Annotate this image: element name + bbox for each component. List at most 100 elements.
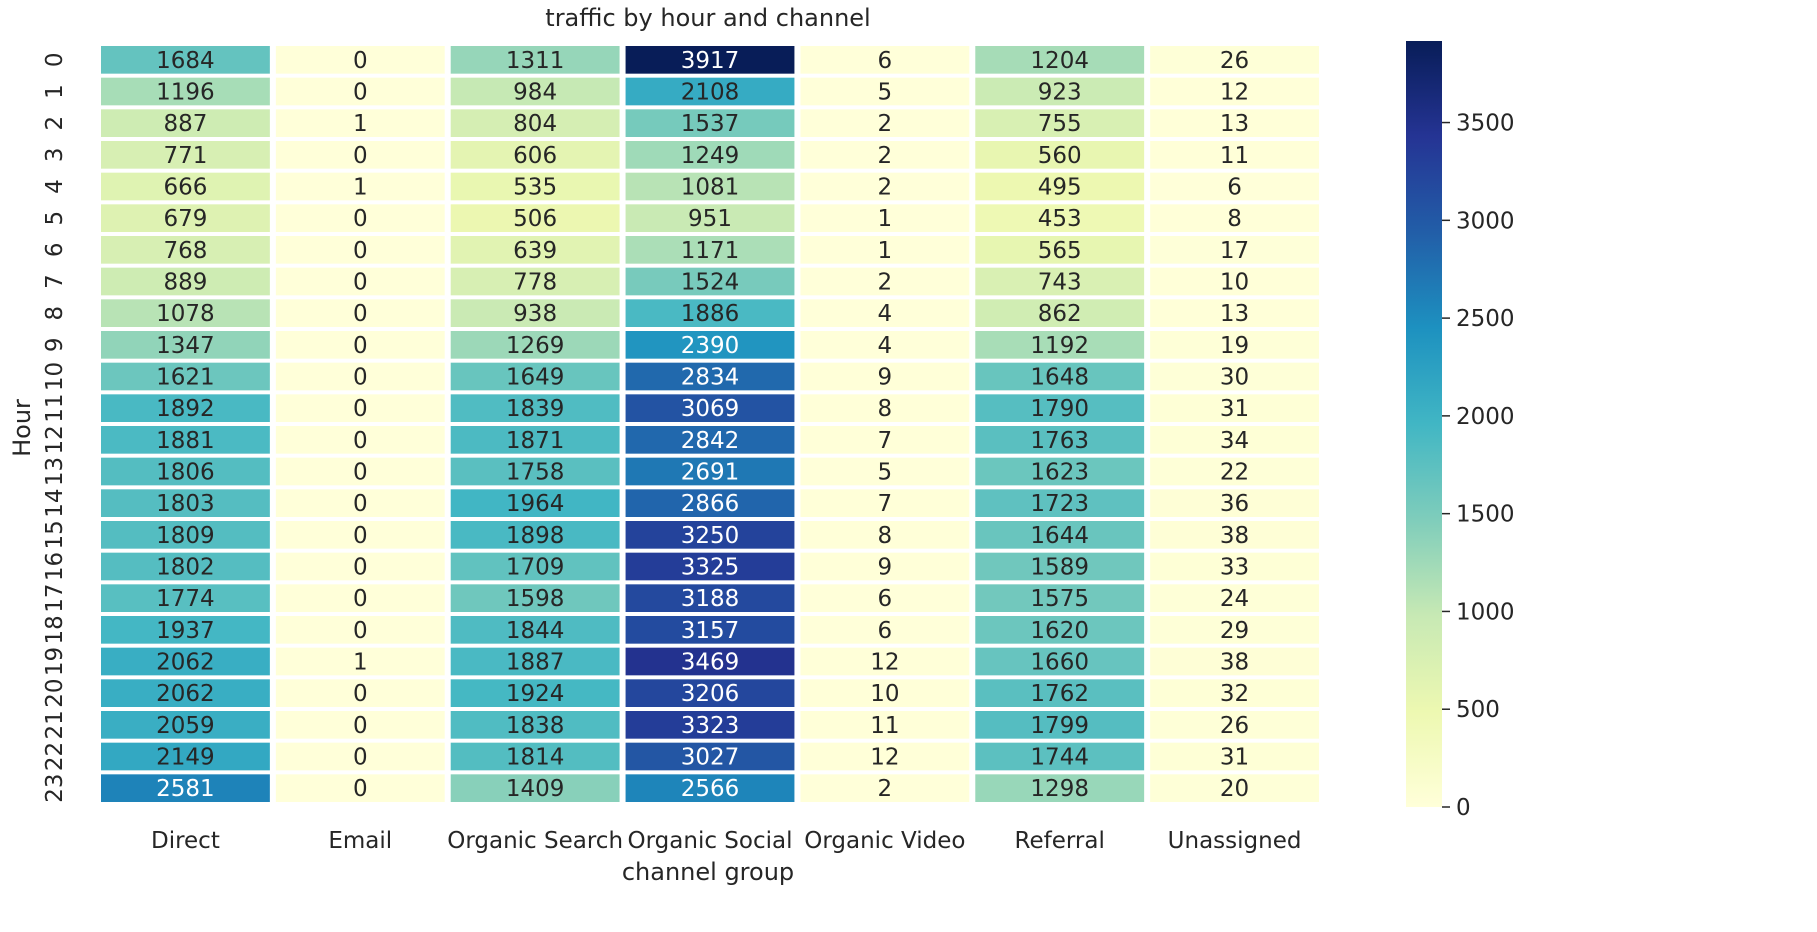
heatmap-cell <box>975 172 1145 201</box>
heatmap-cell <box>275 552 445 581</box>
heatmap-cell <box>275 426 445 454</box>
cell-value-label: 36 <box>1220 491 1249 517</box>
heatmap-cell <box>275 204 445 232</box>
heatmap-cell <box>1150 172 1319 201</box>
cell-value-label: 38 <box>1220 523 1249 549</box>
heatmap-cell <box>101 236 270 264</box>
heatmap-cell <box>625 521 795 549</box>
heatmap-cell <box>101 521 270 549</box>
heatmap-cell <box>275 711 445 739</box>
cell-value-label: 1 <box>353 650 368 676</box>
heatmap-cell <box>625 299 795 327</box>
cell-value-label: 32 <box>1220 681 1249 707</box>
heatmap-cell <box>800 299 970 327</box>
heatmap-cell <box>1150 679 1319 707</box>
heatmap-cell <box>101 331 270 359</box>
heatmap-cell <box>975 426 1145 454</box>
heatmap-cell <box>450 267 620 296</box>
cell-value-label: 1774 <box>156 586 215 612</box>
cell-value-label: 0 <box>353 428 368 454</box>
heatmap-cell <box>625 394 795 422</box>
heatmap-cell <box>101 426 270 454</box>
cell-value-label: 8 <box>878 523 893 549</box>
heatmap-cell <box>101 46 270 74</box>
cell-value-label: 19 <box>1220 333 1249 359</box>
heatmap-cell <box>275 774 445 802</box>
colorbar-tick-label: 3000 <box>1456 208 1515 234</box>
heatmap-cell <box>1150 267 1319 296</box>
heatmap-cell <box>800 616 970 644</box>
cell-value-label: 1744 <box>1030 745 1089 771</box>
cell-value-label: 453 <box>1038 206 1082 232</box>
cell-value-label: 0 <box>353 681 368 707</box>
cell-value-label: 11 <box>1220 143 1249 169</box>
cell-value-label: 1 <box>353 175 368 201</box>
cell-value-label: 560 <box>1038 143 1082 169</box>
cell-value-label: 20 <box>1220 776 1249 802</box>
heatmap-cell <box>625 236 795 264</box>
heatmap-cell <box>800 236 970 264</box>
cell-value-label: 1298 <box>1030 776 1089 802</box>
cell-value-label: 887 <box>163 111 207 137</box>
heatmap-cell <box>275 141 445 169</box>
cell-value-label: 13 <box>1220 111 1249 137</box>
heatmap-cell <box>975 204 1145 232</box>
y-tick-label: 1 <box>42 84 68 99</box>
heatmap-cell <box>625 426 795 454</box>
colorbar-tick-label: 0 <box>1456 795 1471 821</box>
cell-value-label: 2581 <box>156 776 215 802</box>
x-tick-label: Direct <box>151 828 220 854</box>
cell-value-label: 0 <box>353 206 368 232</box>
heatmap-cell <box>1150 299 1319 327</box>
heatmap-cell <box>450 172 620 201</box>
cell-value-label: 535 <box>513 175 557 201</box>
heatmap-cell <box>800 267 970 296</box>
colorbar-tick-label: 2000 <box>1456 404 1515 430</box>
cell-value-label: 1844 <box>506 618 565 644</box>
heatmap-cell <box>275 109 445 137</box>
heatmap-cell <box>975 774 1145 802</box>
heatmap-cell <box>625 711 795 739</box>
cell-value-label: 1196 <box>156 80 215 106</box>
cell-value-label: 1575 <box>1030 586 1089 612</box>
cell-value-label: 3157 <box>681 618 740 644</box>
heatmap-cell <box>450 426 620 454</box>
colorbar-tick-label: 1000 <box>1456 599 1515 625</box>
cell-value-label: 1311 <box>506 48 565 74</box>
heatmap-cell <box>1150 774 1319 802</box>
colorbar-tick-label: 3500 <box>1456 111 1515 137</box>
cell-value-label: 26 <box>1220 713 1249 739</box>
heatmap-cell <box>275 584 445 612</box>
heatmap-cell <box>275 647 445 676</box>
cell-value-label: 30 <box>1220 365 1249 391</box>
heatmap-cell <box>800 552 970 581</box>
cell-value-label: 1924 <box>506 681 565 707</box>
y-tick-label: 9 <box>42 338 68 353</box>
heatmap-cell <box>101 77 270 106</box>
heatmap-cell <box>625 172 795 201</box>
cell-value-label: 2 <box>878 270 893 296</box>
heatmap-cell <box>975 521 1145 549</box>
cell-value-label: 2842 <box>681 428 740 454</box>
heatmap-cell <box>625 362 795 391</box>
cell-value-label: 862 <box>1038 301 1082 327</box>
heatmap-cell <box>450 331 620 359</box>
cell-value-label: 0 <box>353 745 368 771</box>
heatmap-cell <box>1150 584 1319 612</box>
cell-value-label: 6 <box>878 586 893 612</box>
cell-value-label: 8 <box>878 396 893 422</box>
heatmap-cell <box>975 362 1145 391</box>
cell-value-label: 0 <box>353 301 368 327</box>
heatmap-cell <box>625 109 795 137</box>
heatmap-cell <box>1150 362 1319 391</box>
cell-value-label: 1762 <box>1030 681 1089 707</box>
heatmap-cell <box>101 109 270 137</box>
heatmap-cell <box>625 141 795 169</box>
heatmap-cell <box>275 489 445 517</box>
heatmap-cell <box>101 616 270 644</box>
heatmap-cell <box>1150 204 1319 232</box>
cell-value-label: 9 <box>878 555 893 581</box>
cell-value-label: 1537 <box>681 111 740 137</box>
heatmap-cell <box>275 299 445 327</box>
